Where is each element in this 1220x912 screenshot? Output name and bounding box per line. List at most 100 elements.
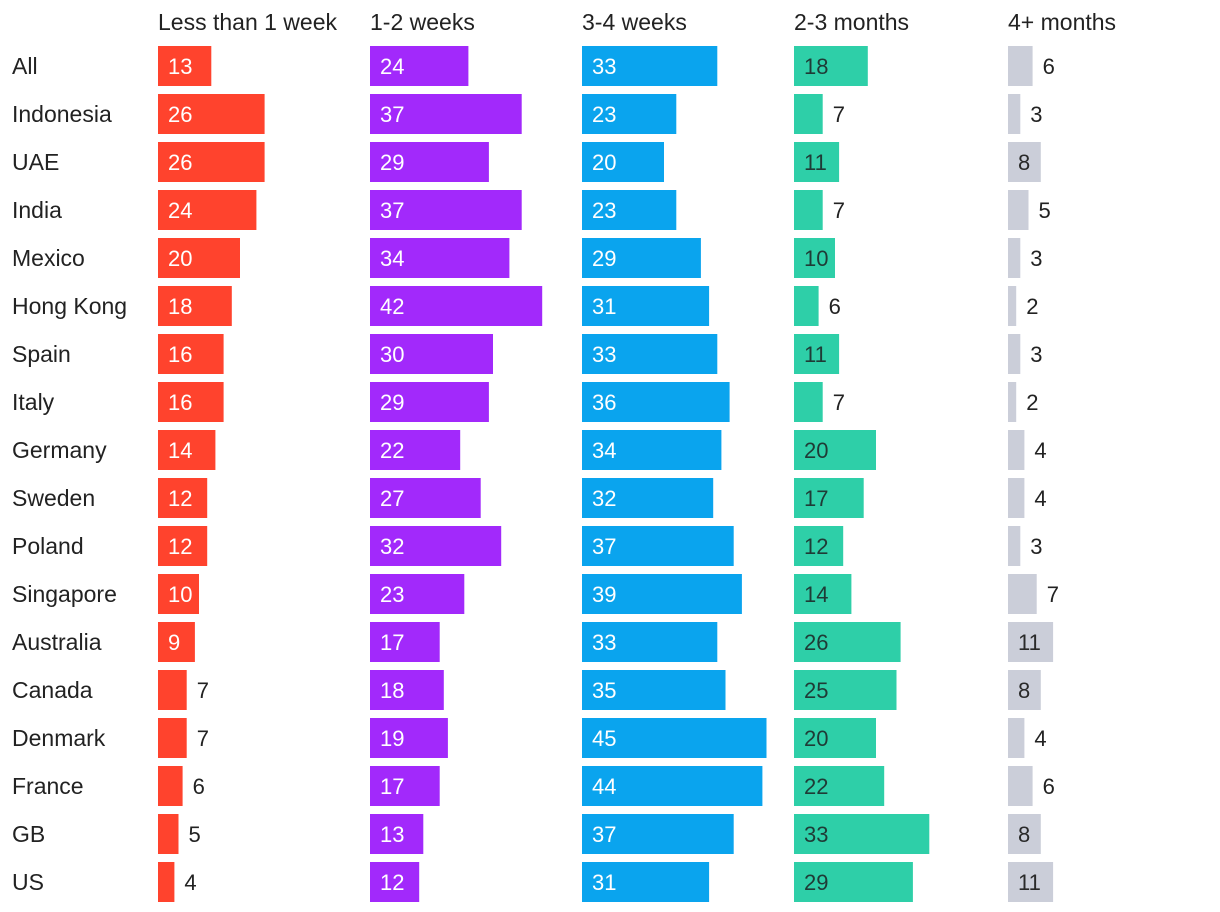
bar-2-3-months-italy [794,382,823,422]
panel-3-4-weeks: 33 23 20 23 29 31 33 36 34 32 37 39 33 35 45 44 37 31 [582,46,767,902]
bar-4-months-us [1008,862,1054,902]
bar-4-months-poland [1008,526,1021,566]
bar-less-than-1-week-france [158,766,183,806]
value-label-2-3-months-mexico: 10 [804,246,828,271]
row-label-us: US [12,869,44,895]
value-label-4-months-us: 11 [1018,870,1041,895]
bar-3-4-weeks-sweden [582,478,714,518]
row-label-hong-kong: Hong Kong [12,293,127,319]
value-label-less-than-1-week-hong-kong: 18 [168,294,192,319]
value-label-less-than-1-week-gb: 5 [189,822,201,847]
bar-1-2-weeks-mexico [370,238,510,278]
row-label-poland: Poland [12,533,84,559]
value-label-2-3-months-uae: 11 [804,150,827,175]
row-label-indonesia: Indonesia [12,101,112,127]
value-label-1-2-weeks-gb: 13 [380,822,404,847]
value-label-2-3-months-france: 22 [804,774,828,799]
value-label-1-2-weeks-all: 24 [380,54,404,79]
bar-2-3-months-germany [794,430,876,470]
bar-1-2-weeks-italy [370,382,489,422]
row-label-germany: Germany [12,437,107,463]
bar-4-months-sweden [1008,478,1025,518]
bar-1-2-weeks-denmark [370,718,448,758]
row-label-all: All [12,53,38,79]
value-label-4-months-india: 5 [1039,198,1051,223]
bar-less-than-1-week-mexico [158,238,240,278]
value-label-less-than-1-week-france: 6 [193,774,205,799]
bar-2-3-months-india [794,190,823,230]
value-label-1-2-weeks-germany: 22 [380,438,404,463]
value-label-less-than-1-week-all: 13 [168,54,192,79]
bar-2-3-months-uae [794,142,840,182]
bar-3-4-weeks-spain [582,334,718,374]
bar-less-than-1-week-india [158,190,257,230]
value-label-4-months-gb: 8 [1018,822,1030,847]
value-label-2-3-months-germany: 20 [804,438,828,463]
bar-3-4-weeks-all [582,46,718,86]
bar-3-4-weeks-gb [582,814,734,854]
bar-3-4-weeks-poland [582,526,734,566]
bar-2-3-months-gb [794,814,930,854]
bar-less-than-1-week-all [158,46,212,86]
row-label-uae: UAE [12,149,59,175]
value-label-1-2-weeks-france: 17 [380,774,404,799]
value-label-less-than-1-week-denmark: 7 [197,726,209,751]
value-label-1-2-weeks-uae: 29 [380,150,404,175]
bar-1-2-weeks-france [370,766,440,806]
value-label-1-2-weeks-spain: 30 [380,342,404,367]
value-label-2-3-months-australia: 26 [804,630,828,655]
bar-2-3-months-indonesia [794,94,823,134]
bar-1-2-weeks-canada [370,670,444,710]
bar-3-4-weeks-mexico [582,238,701,278]
value-label-1-2-weeks-canada: 18 [380,678,404,703]
value-label-less-than-1-week-canada: 7 [197,678,209,703]
bar-2-3-months-sweden [794,478,864,518]
bar-2-3-months-canada [794,670,897,710]
value-label-4-months-poland: 3 [1030,534,1042,559]
value-label-3-4-weeks-singapore: 39 [592,582,616,607]
value-label-less-than-1-week-poland: 12 [168,534,192,559]
bar-2-3-months-poland [794,526,844,566]
value-label-3-4-weeks-all: 33 [592,54,616,79]
value-label-2-3-months-indonesia: 7 [833,102,845,127]
value-label-less-than-1-week-singapore: 10 [168,582,192,607]
bar-1-2-weeks-spain [370,334,493,374]
value-label-2-3-months-denmark: 20 [804,726,828,751]
bar-less-than-1-week-australia [158,622,195,662]
value-label-2-3-months-india: 7 [833,198,845,223]
value-label-2-3-months-sweden: 17 [804,486,828,511]
column-header-less-than-1-week: Less than 1 week [158,9,338,35]
row-labels: All Indonesia UAE India Mexico Hong Kong Spain… [12,53,127,895]
bar-less-than-1-week-sweden [158,478,208,518]
value-label-2-3-months-hong-kong: 6 [829,294,841,319]
value-label-less-than-1-week-australia: 9 [168,630,180,655]
row-label-italy: Italy [12,389,55,415]
value-label-3-4-weeks-us: 31 [592,870,616,895]
row-label-australia: Australia [12,629,102,655]
bar-less-than-1-week-uae [158,142,265,182]
value-label-4-months-all: 6 [1043,54,1055,79]
bar-3-4-weeks-denmark [582,718,767,758]
row-label-mexico: Mexico [12,245,85,271]
bar-4-months-indonesia [1008,94,1021,134]
value-label-3-4-weeks-germany: 34 [592,438,616,463]
bar-4-months-australia [1008,622,1054,662]
value-label-2-3-months-poland: 12 [804,534,828,559]
value-label-1-2-weeks-sweden: 27 [380,486,404,511]
value-label-4-months-australia: 11 [1018,630,1041,655]
bar-3-4-weeks-singapore [582,574,742,614]
value-label-3-4-weeks-canada: 35 [592,678,616,703]
row-label-singapore: Singapore [12,581,117,607]
bar-4-months-germany [1008,430,1025,470]
value-label-less-than-1-week-italy: 16 [168,390,192,415]
value-label-less-than-1-week-sweden: 12 [168,486,192,511]
bar-4-months-india [1008,190,1029,230]
bar-less-than-1-week-singapore [158,574,199,614]
bar-1-2-weeks-gb [370,814,424,854]
bar-less-than-1-week-canada [158,670,187,710]
bar-2-3-months-us [794,862,913,902]
bar-4-months-italy [1008,382,1017,422]
bar-less-than-1-week-us [158,862,175,902]
bar-2-3-months-mexico [794,238,835,278]
